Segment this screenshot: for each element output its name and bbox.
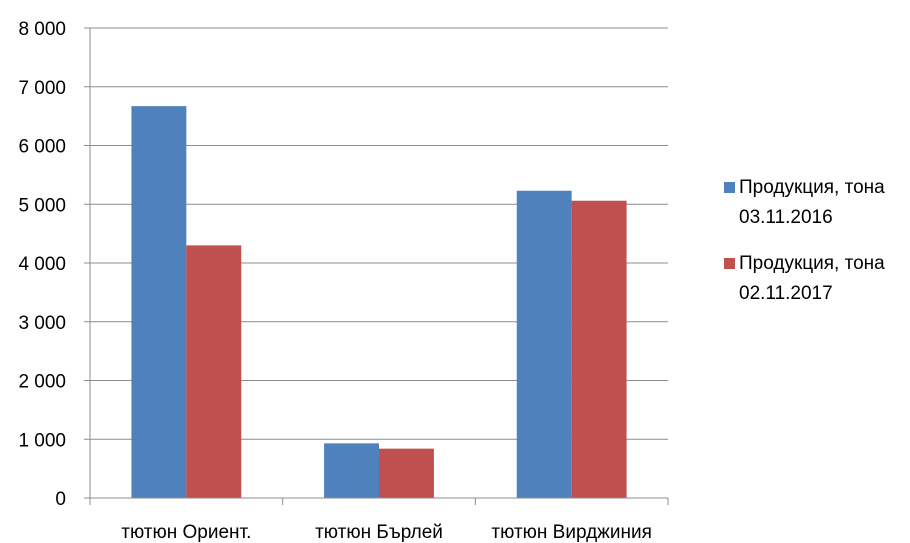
- legend-label: Продукция, тона: [739, 177, 885, 198]
- bar: [131, 106, 187, 498]
- y-tick-label: 7 000: [18, 78, 66, 99]
- x-category-label: тютюн Бърлей: [315, 522, 443, 543]
- y-tick-labels: 0 1 000 2 000 3 000 4 000 5 000 6 000 7 000 8 00…: [18, 19, 66, 510]
- x-category-labels: тютюн Ориент. тютюн Бърлей тютюн Вирджиния: [121, 522, 652, 543]
- legend-label: 03.11.2016: [739, 207, 833, 228]
- y-tick-label: 3 000: [18, 313, 66, 334]
- bars: [131, 106, 627, 499]
- bar: [324, 443, 379, 498]
- bar: [516, 190, 572, 499]
- bar: [186, 245, 242, 498]
- legend-swatch: [724, 258, 735, 269]
- y-tick-label: 2 000: [18, 372, 66, 393]
- legend: Продукция, тона 03.11.2016 Продукция, тона…: [724, 177, 885, 304]
- y-tick-label: 1 000: [18, 430, 66, 451]
- axes: [84, 27, 669, 505]
- bar: [571, 200, 627, 498]
- y-tick-label: 8 000: [18, 19, 66, 40]
- y-tick-label: 6 000: [18, 137, 66, 158]
- y-tick-label: 0: [55, 489, 66, 510]
- x-category-label: тютюн Вирджиния: [491, 522, 651, 543]
- y-tick-label: 4 000: [18, 254, 66, 275]
- legend-swatch: [724, 182, 735, 193]
- x-category-label: тютюн Ориент.: [121, 522, 251, 543]
- legend-label: 02.11.2017: [739, 283, 833, 304]
- bar: [379, 448, 434, 498]
- legend-label: Продукция, тона: [739, 253, 885, 274]
- y-tick-label: 5 000: [18, 195, 66, 216]
